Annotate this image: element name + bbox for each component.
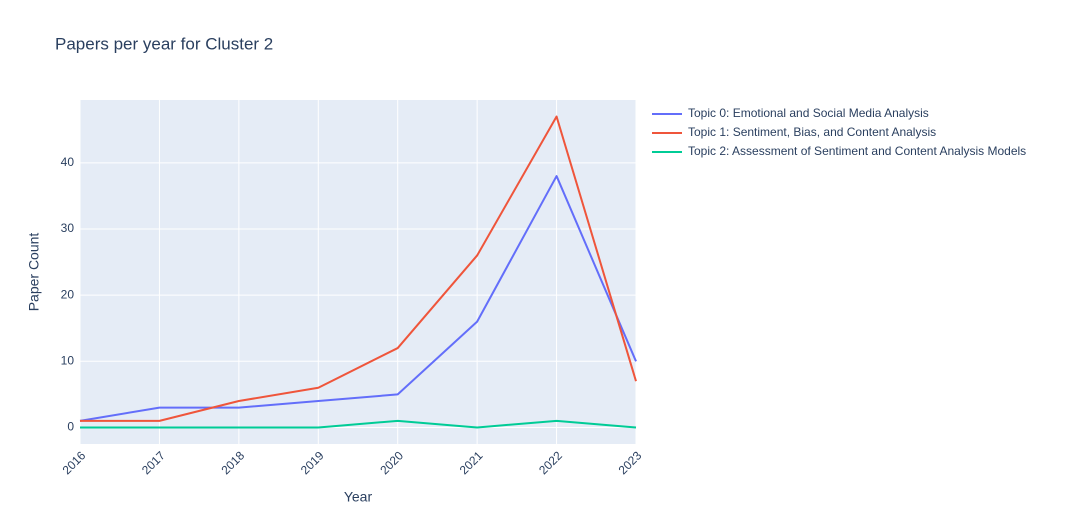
x-axis-title: Year [344,489,373,505]
chart-title: Papers per year for Cluster 2 [55,34,273,53]
x-tick-label: 2020 [377,448,406,477]
x-tick-label: 2021 [457,448,486,477]
x-tick-label: 2019 [298,448,327,477]
series-line [80,419,637,429]
y-axis-title: Paper Count [26,233,42,312]
x-tick-label: 2017 [139,448,168,477]
series-line [80,115,637,422]
y-tick-label: 20 [61,287,75,301]
x-tick-label: 2018 [218,448,247,477]
x-tick-label: 2016 [60,448,89,477]
x-tick-label: 2023 [616,448,645,477]
x-tick-label: 2022 [536,448,565,477]
plot-area [80,100,636,444]
lines [79,115,637,429]
series-line [79,175,637,422]
y-tick-label: 0 [67,420,74,434]
grid [79,100,637,444]
y-tick-label: 30 [61,221,75,235]
legend-label: Topic 2: Assessment of Sentiment and Con… [688,144,1026,158]
y-tick-label: 10 [61,353,75,367]
y-tick-label: 40 [61,155,75,169]
legend-label: Topic 0: Emotional and Social Media Anal… [688,106,929,120]
legend-label: Topic 1: Sentiment, Bias, and Content An… [688,125,936,139]
